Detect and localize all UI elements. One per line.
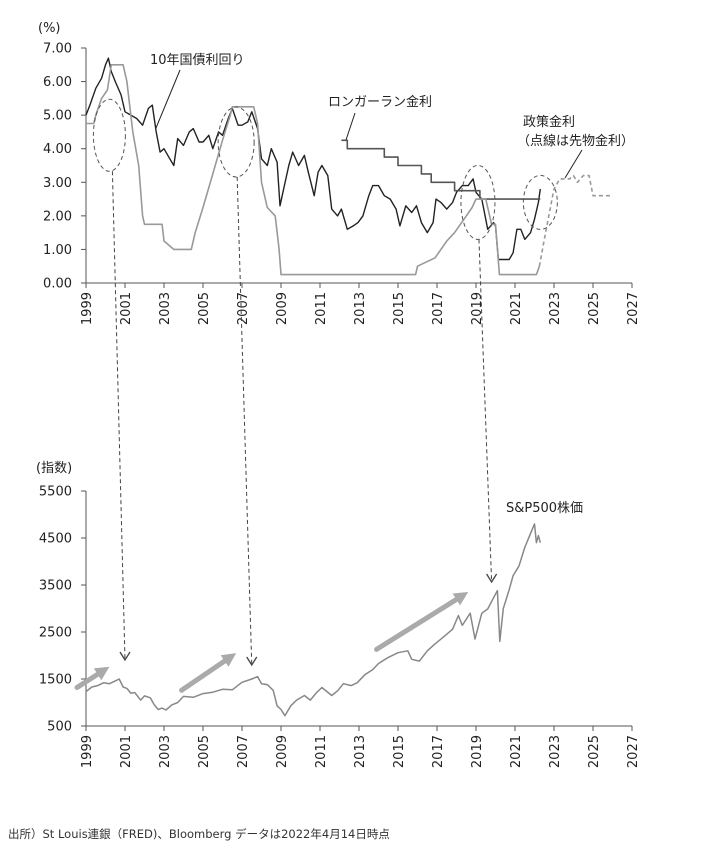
futures-rate-line — [538, 174, 613, 267]
yield-x-tick-label: 2027 — [626, 292, 641, 325]
sp500-x-tick-label: 2011 — [314, 735, 329, 768]
trend-arrow-head — [452, 592, 469, 606]
sp500-x-tick-label: 2013 — [353, 735, 368, 768]
highlight-ellipses — [92, 98, 558, 240]
yield-y-tick-label: 3.00 — [43, 176, 72, 191]
peak-link-arrow — [236, 176, 258, 667]
highlight-ellipse — [522, 174, 558, 230]
yield-y-ticks: 7.00 6.00 5.00 4.00 3.00 2.00 1.00 0.00 — [43, 42, 86, 292]
yield-series-label: 10年国債利回り — [150, 53, 245, 68]
yield-x-ticks: 1999 2001 2003 2005 2007 2009 2011 2013 2015 2017… — [80, 283, 641, 325]
sp500-x-tick-label: 2007 — [236, 735, 251, 768]
yield-y-tick-label: 5.00 — [43, 109, 72, 124]
trend-arrow-shaft — [374, 596, 459, 652]
sp500-y-tick-label: 500 — [47, 720, 72, 735]
sp500-x-tick-label: 2005 — [197, 735, 212, 768]
sp500-y-tick-label: 5500 — [39, 485, 72, 500]
sp500-x-tick-label: 2023 — [548, 735, 563, 768]
sp500-series-group — [85, 523, 542, 717]
sp500-x-ticks: 1999 2001 2003 2005 2007 2009 2011 2013 2015 2017… — [80, 726, 641, 768]
yield-x-tick-label: 2001 — [119, 292, 134, 325]
sp500-x-tick-label: 2017 — [431, 735, 446, 768]
trend-arrow-shaft — [179, 658, 228, 693]
yield-x-tick-label: 2017 — [431, 292, 446, 325]
sp500-series-label: S&P500株価 — [506, 501, 583, 516]
longrun-label-leader — [345, 112, 356, 141]
longrun-series-label: ロンガーラン金利 — [328, 94, 432, 110]
sp500-chart: (指数) 5500 4500 3500 2500 1500 500 1999 2001 200… — [36, 461, 641, 768]
yield-y-tick-label: 2.00 — [43, 209, 72, 224]
yield-y-tick-label: 0.00 — [43, 277, 72, 292]
sp500-x-tick-label: 2027 — [626, 735, 641, 768]
peak-link-arrow — [111, 171, 131, 662]
highlight-ellipse — [217, 106, 255, 178]
yield-y-tick-label: 7.00 — [43, 42, 72, 57]
peak-link-arrow — [478, 239, 498, 584]
highlight-ellipse — [460, 164, 496, 240]
yield-y-tick-label: 6.00 — [43, 75, 72, 90]
sp500-x-tick-label: 2009 — [275, 735, 290, 768]
yield-x-tick-label: 2013 — [353, 292, 368, 325]
sp500-x-tick-label: 1999 — [80, 735, 95, 768]
yield-unit-label: (%) — [38, 21, 61, 36]
sp500-unit-label: (指数) — [36, 461, 72, 476]
yield-x-tick-label: 2011 — [314, 292, 329, 325]
yield-y-tick-label: 1.00 — [43, 243, 72, 258]
sp500-x-tick-label: 2025 — [587, 735, 602, 768]
sp500-y-tick-label: 4500 — [39, 532, 72, 547]
yield-x-tick-label: 2005 — [197, 292, 212, 325]
policy-series-label: 政策金利 — [523, 114, 575, 130]
sp500-x-tick-label: 2001 — [119, 735, 134, 768]
sp500-y-tick-label: 2500 — [39, 626, 72, 641]
yield-x-tick-label: 2023 — [548, 292, 563, 325]
yield-line — [85, 57, 541, 261]
sp500-y-ticks: 5500 4500 3500 2500 1500 500 — [39, 485, 86, 735]
yield-x-tick-label: 2009 — [275, 292, 290, 325]
sp500-x-tick-label: 2021 — [509, 735, 524, 768]
trend-arrow-head — [93, 666, 110, 681]
source-note: 出所）St Louis連銀（FRED)、Bloomberg データは2022年4… — [8, 827, 390, 841]
yield-x-tick-label: 2021 — [509, 292, 524, 325]
yield-y-tick-label: 4.00 — [43, 142, 72, 157]
yield-x-tick-label: 2007 — [236, 292, 251, 325]
policy-rate-line — [86, 64, 541, 276]
sp500-x-tick-label: 2015 — [392, 735, 407, 768]
trend-arrow-head — [220, 653, 237, 667]
yield-label-leader — [155, 69, 181, 129]
yield-x-tick-label: 2015 — [392, 292, 407, 325]
sp500-x-tick-label: 2019 — [470, 735, 485, 768]
yield-x-tick-label: 2019 — [470, 292, 485, 325]
sp500-x-tick-label: 2003 — [158, 735, 173, 768]
yield-x-tick-label: 2025 — [587, 292, 602, 325]
highlight-ellipse — [92, 98, 126, 172]
yield-x-tick-label: 2003 — [158, 292, 173, 325]
sp500-y-tick-label: 1500 — [39, 673, 72, 688]
yield-chart: (%) 7.00 6.00 5.00 4.00 3.00 2.00 1.00 0.00 199… — [38, 21, 641, 325]
yield-series-group — [85, 57, 613, 276]
policy-label-leader — [564, 149, 583, 179]
longrun-line — [341, 139, 541, 200]
peak-link-arrows — [111, 171, 498, 667]
trend-arrow-shaft — [74, 671, 101, 690]
futures-note-label: （点線は先物金利） — [517, 133, 634, 149]
yield-x-tick-label: 1999 — [80, 292, 95, 325]
sp500-y-tick-label: 3500 — [39, 579, 72, 594]
trend-arrows — [74, 592, 469, 693]
sp500-line — [85, 523, 542, 717]
